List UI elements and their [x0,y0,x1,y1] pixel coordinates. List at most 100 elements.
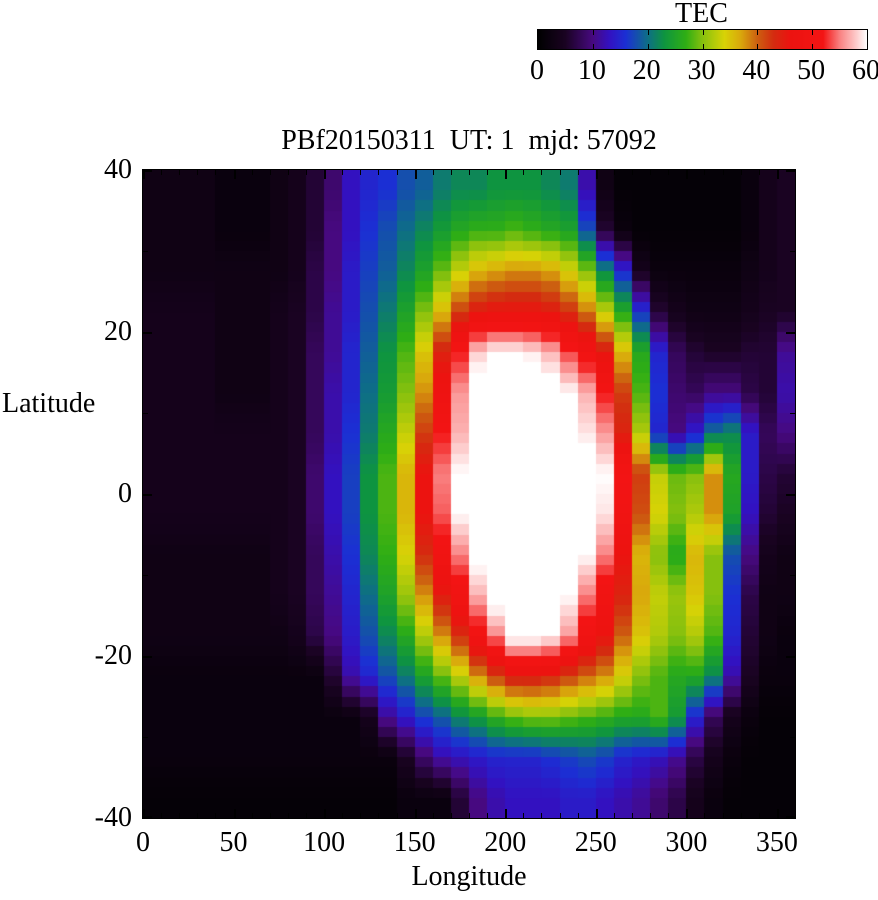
axis-tick-mark [704,170,706,175]
y-tick-label: 20 [104,316,132,347]
axis-tick-mark [143,332,152,334]
axis-tick-mark [360,170,362,175]
axis-tick-mark [432,813,434,818]
y-axis-label: Latitude [2,388,96,419]
axis-tick-mark [342,813,344,818]
axis-tick-mark [306,813,307,818]
axis-tick-mark [559,813,561,818]
axis-tick-mark [758,170,760,175]
axis-tick-mark [790,413,795,414]
colorbar-tick-mark [647,44,649,49]
axis-tick-mark [613,813,615,818]
colorbar-tick-label: 10 [577,55,606,86]
axis-tick-mark [161,170,163,175]
axis-tick-mark [577,170,579,175]
x-tick-label: 100 [303,827,346,858]
axis-tick-mark [668,813,670,818]
axis-tick-mark [143,809,145,818]
axis-tick-mark [469,813,470,818]
axis-tick-mark [378,170,380,175]
axis-tick-mark [143,251,148,252]
axis-tick-mark [505,170,508,179]
axis-tick-mark [541,813,543,818]
x-tick-label: 0 [136,827,150,858]
colorbar-tick-mark [812,44,814,49]
axis-tick-mark [251,813,253,818]
axis-tick-mark [632,170,633,175]
colorbar-tick-mark [757,44,759,49]
axis-tick-mark [287,170,289,175]
axis-tick-mark [595,170,598,179]
axis-tick-mark [786,656,795,658]
x-tick-label: 200 [484,827,527,858]
axis-tick-mark [613,170,615,175]
axis-tick-mark [342,170,344,175]
axis-tick-mark [324,170,327,179]
axis-tick-mark [740,170,742,175]
axis-tick-mark [650,170,652,175]
axis-tick-mark [143,816,152,818]
axis-tick-mark [269,813,271,818]
colorbar-tick-label: 40 [742,55,771,86]
y-tick-label: -20 [94,640,132,671]
axis-tick-mark [577,813,579,818]
axis-tick-mark [541,170,543,175]
colorbar-tick-label: 0 [530,55,544,86]
axis-tick-mark [396,170,398,175]
axis-tick-mark [179,813,181,818]
axis-tick-mark [143,170,145,179]
tec-heatmap-canvas [143,170,795,818]
axis-tick-mark [559,170,561,175]
axis-tick-mark [161,813,163,818]
axis-tick-mark [450,813,452,818]
plot-title: PBf20150311 UT: 1 mjd: 57092 [281,125,657,156]
y-tick-label: 40 [104,154,132,185]
colorbar-title: TEC [675,0,728,29]
plot-area [142,169,796,819]
axis-tick-mark [523,170,525,175]
colorbar-tick-label: 20 [632,55,661,86]
colorbar-tick-mark [757,30,759,35]
colorbar-tick-mark [538,30,539,35]
axis-tick-mark [233,809,236,818]
colorbar-tick-mark [702,44,704,49]
axis-tick-mark [686,170,689,179]
colorbar-tick-label: 30 [687,55,716,86]
x-tick-label: 350 [755,827,798,858]
colorbar-tick-mark [647,30,649,35]
axis-tick-mark [450,170,452,175]
axis-tick-mark [215,813,217,818]
axis-tick-mark [686,809,689,818]
axis-tick-mark [143,656,152,658]
axis-tick-mark [668,170,670,175]
colorbar-tick-mark [867,30,868,35]
axis-tick-mark [704,813,706,818]
axis-tick-mark [487,813,489,818]
colorbar-tick-mark [867,44,868,49]
axis-tick-mark [632,813,633,818]
axis-tick-mark [790,251,795,252]
axis-tick-mark [306,170,307,175]
x-tick-label: 50 [219,827,248,858]
axis-tick-mark [197,813,199,818]
colorbar-tick-mark [538,44,539,49]
axis-tick-mark [776,809,779,818]
x-tick-label: 150 [393,827,436,858]
axis-tick-mark [269,170,271,175]
axis-tick-mark [143,575,148,576]
axis-tick-mark [786,170,795,172]
axis-tick-mark [505,809,508,818]
axis-tick-mark [432,170,434,175]
axis-tick-mark [396,813,398,818]
colorbar-tick-mark [592,30,594,35]
axis-tick-mark [786,816,795,818]
axis-tick-mark [414,809,417,818]
y-tick-label: 0 [118,478,132,509]
axis-tick-mark [469,170,470,175]
axis-tick-mark [786,332,795,334]
axis-tick-mark [650,813,652,818]
y-tick-label: -40 [94,802,132,833]
axis-tick-mark [595,809,598,818]
colorbar-tick-label: 60 [852,55,878,86]
